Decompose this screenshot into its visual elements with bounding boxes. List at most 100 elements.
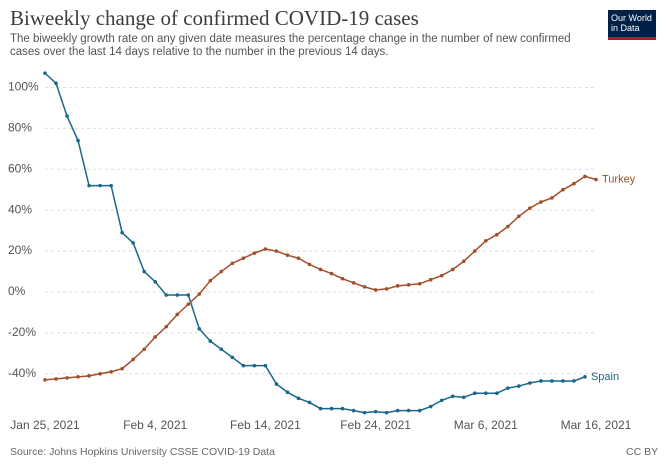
point-marker	[65, 376, 69, 380]
point-marker	[285, 390, 290, 395]
point-marker	[495, 391, 499, 396]
point-marker	[395, 284, 400, 288]
point-marker	[495, 232, 499, 237]
x-tick-label: Feb 24, 2021	[340, 418, 411, 432]
point-marker	[484, 239, 488, 243]
y-tick-label: 40%	[8, 202, 32, 216]
point-marker	[153, 279, 157, 284]
y-tick-label: -40%	[8, 366, 36, 380]
point-marker	[230, 355, 235, 360]
point-marker	[241, 256, 246, 261]
point-marker	[450, 394, 455, 399]
point-marker	[76, 138, 80, 143]
source-note: Source: Johns Hopkins University CSSE CO…	[10, 446, 275, 458]
point-marker	[208, 339, 213, 343]
point-marker	[230, 261, 235, 266]
point-marker	[506, 224, 510, 229]
point-marker	[274, 382, 279, 386]
point-marker	[583, 375, 587, 379]
point-marker	[197, 292, 202, 296]
chart-title: Biweekly change of confirmed COVID-19 ca…	[10, 6, 419, 30]
point-marker	[219, 269, 224, 274]
point-marker	[461, 395, 466, 400]
point-marker	[528, 381, 532, 385]
point-marker	[506, 386, 510, 390]
x-tick-label: Feb 4, 2021	[123, 418, 187, 432]
point-marker	[219, 347, 224, 352]
point-marker	[87, 374, 91, 378]
point-marker	[109, 369, 113, 374]
point-marker	[439, 273, 444, 278]
point-marker	[550, 379, 554, 383]
point-marker	[561, 187, 565, 192]
point-marker	[318, 267, 323, 272]
y-tick-label: 80%	[8, 121, 32, 135]
point-marker	[164, 324, 169, 329]
point-marker	[528, 206, 532, 210]
point-marker	[54, 81, 58, 86]
point-marker	[594, 177, 598, 182]
point-marker	[296, 396, 301, 401]
point-marker	[263, 247, 268, 251]
point-marker	[561, 379, 565, 383]
point-marker	[351, 408, 356, 413]
point-marker	[362, 410, 367, 415]
point-marker	[461, 259, 466, 264]
point-marker	[373, 288, 378, 292]
point-marker	[120, 366, 124, 371]
point-marker	[373, 409, 378, 414]
point-marker	[517, 214, 521, 219]
point-marker	[54, 377, 58, 381]
x-tick-label: Mar 6, 2021	[454, 418, 518, 432]
point-marker	[340, 276, 345, 281]
point-marker	[164, 293, 169, 297]
point-marker	[572, 181, 576, 186]
point-marker	[450, 267, 455, 272]
point-marker	[583, 174, 587, 179]
point-marker	[65, 114, 69, 118]
point-marker	[186, 302, 191, 307]
point-marker	[252, 363, 257, 368]
series-line	[44, 72, 586, 414]
logo[interactable]: Our World in Data	[608, 10, 656, 40]
point-marker	[472, 391, 477, 396]
point-marker	[417, 282, 422, 286]
point-marker	[131, 357, 135, 362]
y-tick-label: 100%	[8, 80, 39, 94]
point-marker	[43, 71, 47, 75]
point-marker	[329, 406, 334, 411]
point-marker	[285, 253, 290, 257]
point-marker	[98, 371, 102, 376]
point-marker	[208, 278, 213, 283]
point-marker	[395, 408, 400, 413]
x-tick-label: Jan 25, 2021	[10, 418, 80, 432]
x-tick-label: Feb 14, 2021	[230, 418, 301, 432]
point-marker	[131, 241, 135, 245]
chart-subtitle: The biweekly growth rate on any given da…	[10, 33, 571, 58]
series-line	[44, 175, 597, 381]
point-marker	[109, 183, 113, 188]
point-marker	[98, 183, 102, 188]
point-marker	[384, 410, 389, 415]
point-marker	[175, 312, 180, 317]
point-marker	[252, 251, 257, 255]
point-marker	[175, 293, 180, 297]
point-marker	[406, 283, 411, 287]
y-tick-label: 0%	[8, 284, 26, 298]
point-marker	[472, 249, 477, 253]
license[interactable]: CC BY	[626, 446, 659, 458]
point-marker	[539, 379, 543, 383]
point-marker	[43, 378, 47, 382]
point-marker	[318, 406, 323, 411]
point-marker	[362, 285, 367, 289]
series-label: Turkey	[602, 173, 636, 185]
y-tick-label: 20%	[8, 243, 32, 257]
point-marker	[120, 230, 124, 235]
point-marker	[428, 277, 433, 282]
point-marker	[263, 363, 268, 368]
x-tick-label: Mar 16, 2021	[561, 418, 632, 432]
point-marker	[186, 293, 191, 297]
point-marker	[87, 183, 91, 188]
point-marker	[406, 408, 411, 413]
